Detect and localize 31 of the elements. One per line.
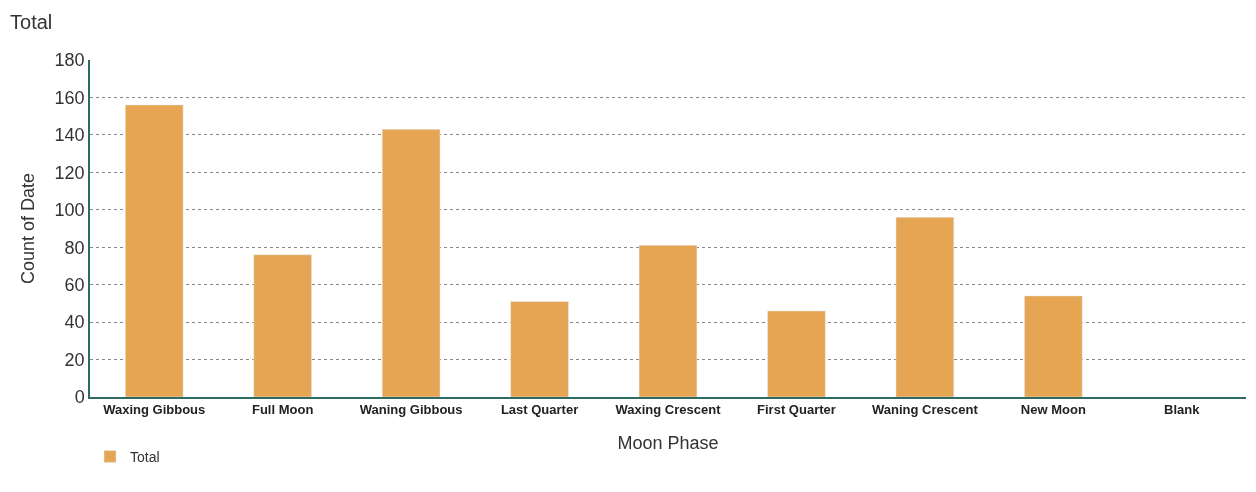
bar	[381, 129, 441, 397]
chart-title: Total	[10, 10, 53, 33]
bar	[125, 104, 184, 397]
x-tick-label: Waxing Gibbous	[103, 402, 206, 418]
y-tick-label: 80	[64, 237, 85, 258]
x-tick-label: Waning Gibbous	[359, 402, 463, 418]
x-tick-label: Blank	[1164, 402, 1201, 418]
y-tick-label: 120	[54, 162, 85, 183]
y-tick-label: 40	[64, 312, 85, 333]
y-tick-label: 20	[64, 349, 85, 370]
bar	[1024, 295, 1083, 397]
y-axis-title: Count of Date	[18, 172, 39, 285]
bar	[895, 217, 955, 397]
legend-label: Total	[130, 448, 160, 465]
y-tick-label: 60	[64, 274, 85, 295]
x-tick-label: Last Quarter	[500, 402, 579, 418]
x-tick-label: Waning Crescent	[872, 402, 979, 418]
y-tick-label: 0	[74, 387, 85, 408]
x-tick-label: Full Moon	[251, 402, 314, 418]
y-tick-label: 180	[54, 50, 85, 71]
bar	[253, 254, 312, 397]
y-tick-label: 100	[54, 200, 85, 221]
x-tick-label: New Moon	[1020, 402, 1086, 418]
x-tick-label: First Quarter	[757, 402, 836, 418]
bar	[510, 301, 569, 397]
bar	[638, 245, 698, 397]
y-tick-label: 140	[54, 125, 85, 146]
y-tick-label: 160	[54, 87, 85, 108]
bar	[767, 310, 826, 397]
x-axis-title: Moon Phase	[617, 432, 719, 453]
x-tick-label: Waxing Crescent	[615, 402, 722, 418]
